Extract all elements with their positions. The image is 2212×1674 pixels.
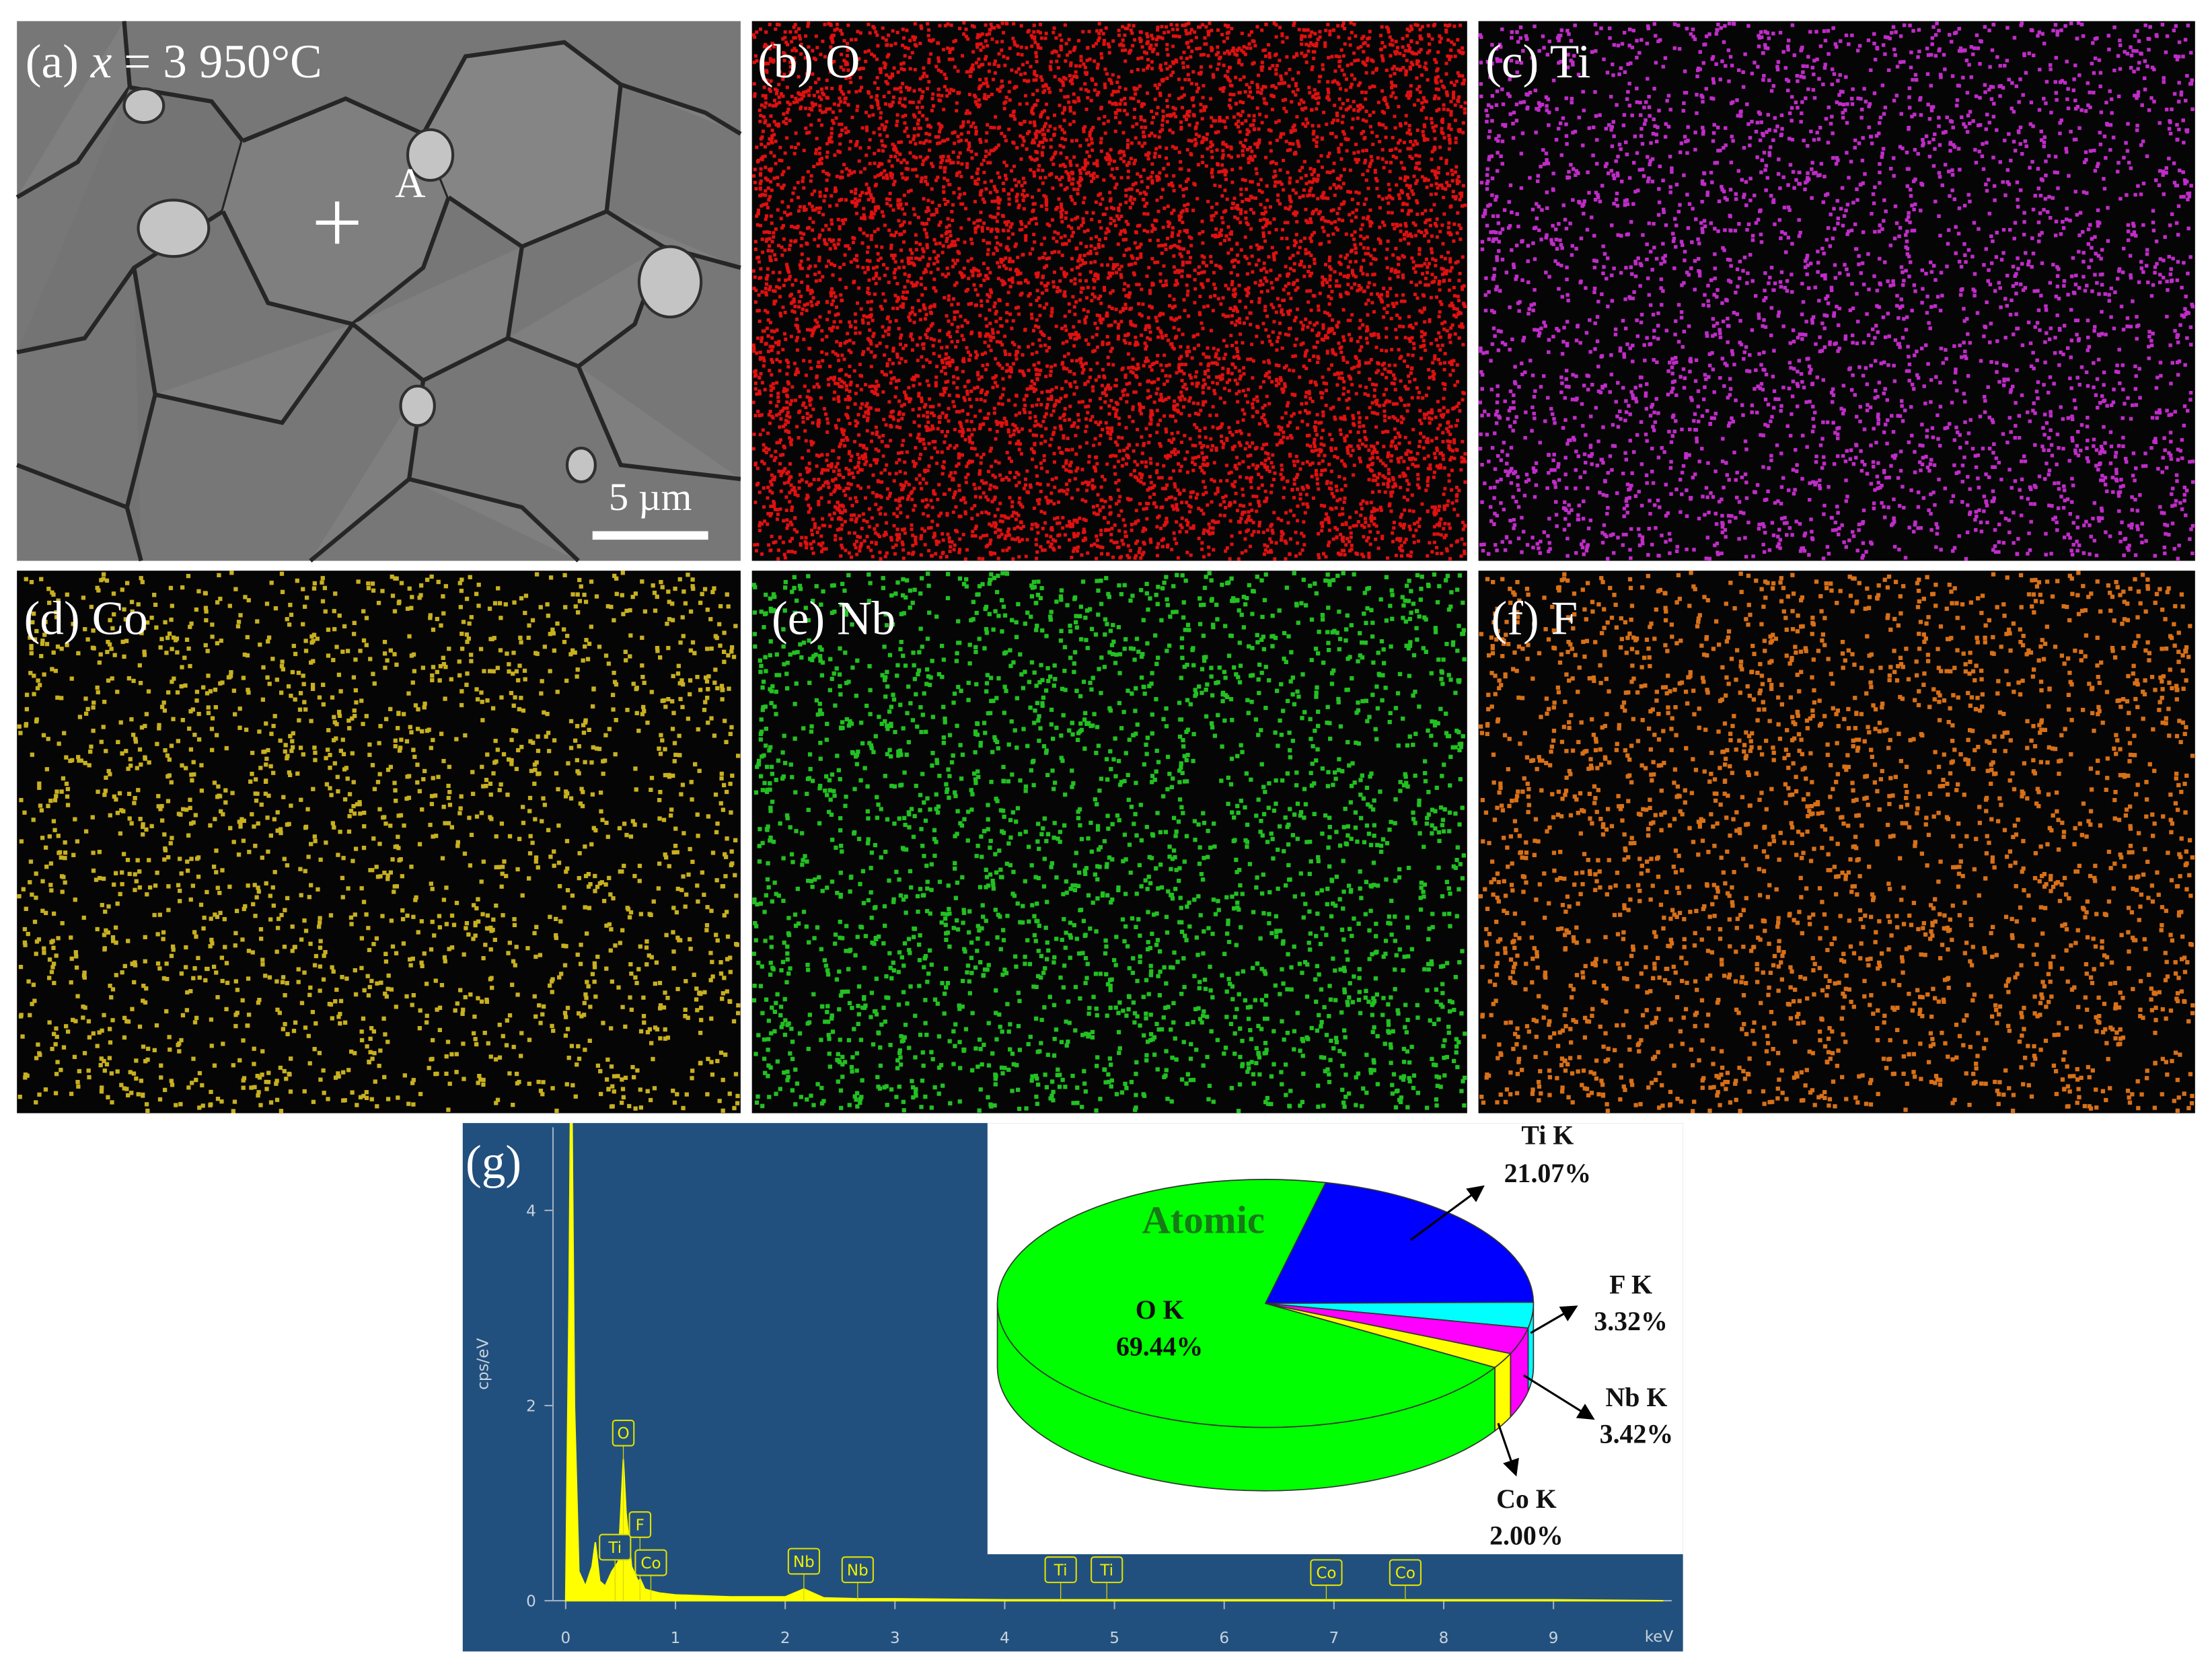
point-label: A [395, 159, 425, 207]
annotation: Nb [847, 1562, 869, 1579]
annotation-box [1091, 1556, 1123, 1583]
annotation: Co [1316, 1565, 1336, 1582]
y-axis-label: cps/eV [475, 1338, 492, 1390]
annotation: Ti [607, 1539, 622, 1557]
annotation: O [617, 1425, 629, 1443]
map-background [1478, 21, 2195, 561]
arrow [1522, 1374, 1595, 1420]
pie-category: Co K [1496, 1484, 1557, 1514]
x-tick-label: 7 [1329, 1630, 1339, 1647]
element-maps: (b) O (c) Ti (d) Co (e) Nb (f) F [17, 21, 2195, 1114]
y-tick-label: 2 [526, 1397, 536, 1415]
annotation: Co [1395, 1565, 1415, 1582]
annotation-box [841, 1556, 874, 1583]
scale-bar-label: 5 µm [609, 475, 692, 519]
map-dots [1478, 571, 2195, 1114]
pie-value-label: 3.32% [1594, 1307, 1668, 1336]
x-tick-label: 2 [780, 1630, 790, 1647]
panel-letter: (a) [26, 36, 79, 88]
annotation-box [787, 1548, 821, 1575]
point-marker [316, 201, 359, 244]
panel-label: (f) F [1491, 592, 1578, 645]
x-tick-label: 9 [1549, 1630, 1559, 1647]
x-tick-label: 5 [1109, 1630, 1119, 1647]
annotation-box [1389, 1559, 1422, 1587]
annotation: F [636, 1517, 644, 1534]
annotation-box [628, 1511, 652, 1538]
pie-value-label: 21.07% [1504, 1159, 1591, 1188]
condition: = 3 950°C [124, 36, 322, 88]
x-tick-label: 1 [671, 1630, 681, 1647]
annotation: Nb [793, 1554, 815, 1571]
pie-value-label: 2.00% [1489, 1521, 1563, 1550]
y-tick-label: 0 [526, 1593, 536, 1610]
pie-slice [996, 1179, 1496, 1428]
arrow [1410, 1185, 1485, 1241]
annotation-box [634, 1549, 667, 1576]
panel-label: (d) Co [24, 592, 148, 645]
pie-slice [1264, 1181, 1535, 1305]
pie-category: Ti K [1521, 1121, 1574, 1151]
annotation-box [599, 1533, 632, 1561]
pie-category: O K [1136, 1295, 1184, 1325]
pie-inset: Atomic [987, 1123, 1683, 1554]
x-tick-label: 8 [1439, 1630, 1449, 1647]
map-dots [17, 571, 741, 1114]
pie-title: Atomic [1142, 1198, 1265, 1242]
map-dots [751, 21, 1467, 561]
pie-value-label: 3.42% [1600, 1420, 1674, 1449]
grain-boundaries [15, 21, 742, 562]
variable: x [90, 36, 112, 88]
pie-value-label: 69.44% [1116, 1332, 1203, 1362]
annotation-box [612, 1419, 635, 1447]
x-tick-label: 3 [890, 1630, 900, 1647]
spectrum-area [564, 1123, 1664, 1602]
arrow [1530, 1305, 1578, 1334]
annotation-box [1310, 1559, 1343, 1587]
panel-label: (e) Nb [772, 592, 895, 645]
panel-label: (g) [466, 1136, 521, 1189]
annotation: Co [640, 1555, 661, 1572]
x-tick-label: 6 [1219, 1630, 1229, 1647]
panel-label: (c) Ti [1485, 36, 1591, 88]
y-tick-label: 4 [526, 1202, 536, 1220]
annotation: Ti [1099, 1562, 1113, 1579]
annotation-box [1044, 1556, 1077, 1583]
x-tick-label: 0 [561, 1630, 571, 1647]
pie-arrows [1410, 1185, 1595, 1477]
bright-particles [122, 87, 703, 484]
pie-category: Nb K [1606, 1383, 1668, 1412]
panel-label: (a) x = 3 950°C [26, 36, 322, 88]
map-dots [1478, 21, 2195, 561]
pie-category: F K [1609, 1270, 1652, 1300]
sem-image: A (a) x = 3 950°C 5 µm [15, 21, 742, 562]
annotation: Ti [1054, 1562, 1068, 1579]
x-tick-label: 4 [1000, 1630, 1010, 1647]
panel-label: (b) O [758, 36, 860, 88]
x-axis-label: keV [1645, 1628, 1674, 1646]
arrow [1497, 1422, 1519, 1477]
